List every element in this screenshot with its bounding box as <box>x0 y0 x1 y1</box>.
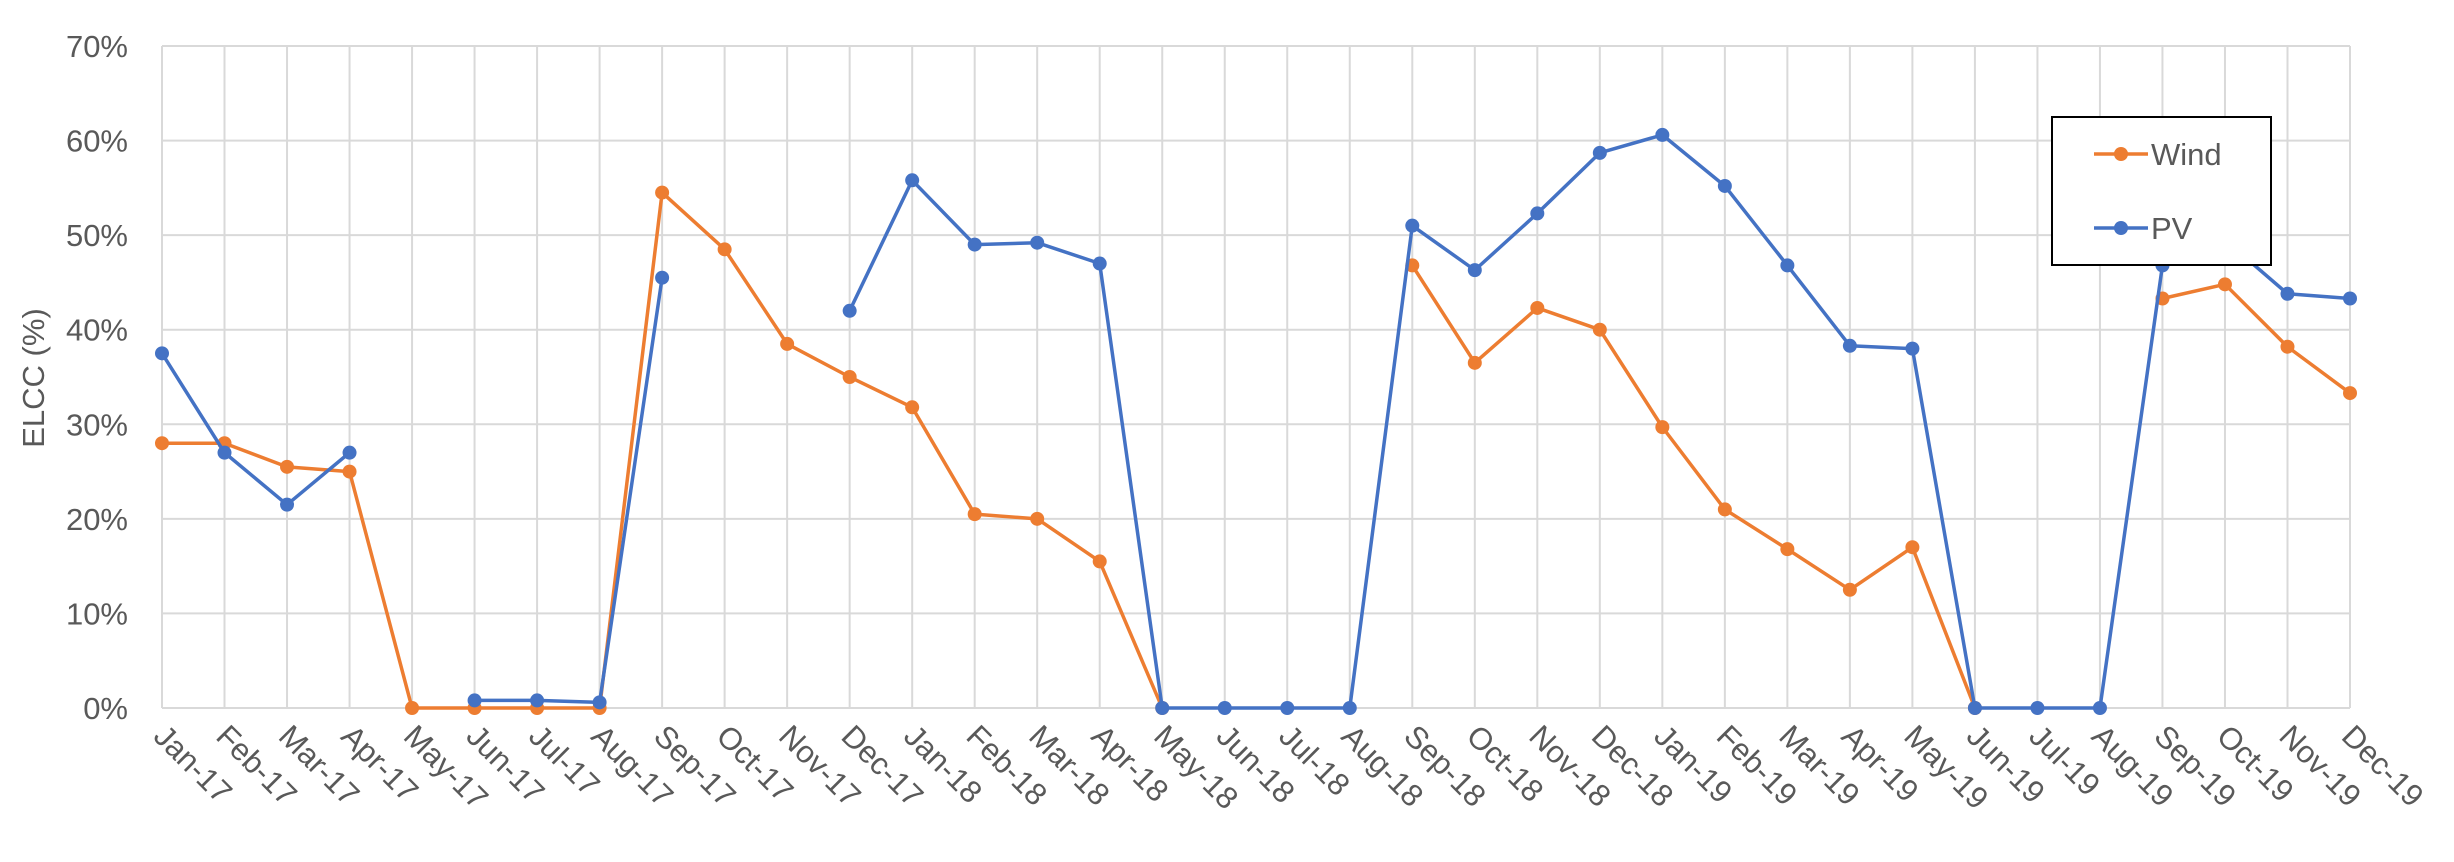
data-point-pv <box>1342 701 1357 715</box>
series-line-wind <box>2162 282 2352 395</box>
y-tick-label: 70% <box>66 29 128 64</box>
data-point-wind <box>842 370 857 384</box>
y-axis-tick-labels: 0% 10% 20% 30% 40% 50% 60% 70% <box>66 29 128 726</box>
y-tick-label: 0% <box>83 691 128 726</box>
data-point-pv <box>467 693 482 708</box>
data-point-pv <box>155 346 169 361</box>
data-point-pv <box>1592 145 1607 160</box>
data-point-pv <box>2030 701 2045 715</box>
x-axis-tick-labels: Jan-17Feb-17Mar-17Apr-17May-17Jun-17Jul-… <box>147 718 2430 816</box>
gridlines <box>161 45 2351 709</box>
data-point-wind <box>280 459 295 474</box>
data-point-pv <box>280 497 295 512</box>
data-point-pv <box>1030 235 1045 250</box>
data-point-wind <box>1655 420 1670 435</box>
data-point-pv <box>1780 258 1795 273</box>
data-point-pv <box>1655 127 1670 142</box>
data-point-wind <box>905 400 920 415</box>
data-point-wind <box>1030 511 1045 526</box>
data-point-wind <box>967 507 982 522</box>
y-tick-label: 20% <box>66 502 128 537</box>
data-point-pv <box>342 445 357 460</box>
data-point-pv <box>2092 701 2107 715</box>
data-point-wind <box>155 436 169 451</box>
legend: Wind PV <box>2051 116 2272 266</box>
y-axis-label: ELCC (%) <box>16 308 51 448</box>
legend-wind-marker <box>2114 147 2128 161</box>
data-point-pv <box>1405 218 1420 233</box>
data-point-wind <box>342 464 357 479</box>
data-point-pv <box>1530 206 1545 221</box>
data-point-wind <box>655 185 670 200</box>
data-point-pv <box>1155 701 1170 715</box>
data-point-pv <box>592 695 607 710</box>
data-point-pv <box>217 445 232 460</box>
data-point-wind <box>717 242 732 257</box>
data-point-pv <box>1967 701 1982 715</box>
legend-pv-label: PV <box>2151 211 2193 246</box>
y-tick-label: 40% <box>66 313 128 348</box>
data-point-pv <box>1467 263 1482 278</box>
data-point-pv <box>905 173 920 188</box>
series-line-pv <box>474 277 664 705</box>
data-point-pv <box>842 303 857 318</box>
data-point-wind <box>405 701 420 715</box>
data-point-wind <box>2343 386 2357 401</box>
data-point-pv <box>2343 291 2357 306</box>
y-tick-label: 10% <box>66 596 128 631</box>
data-point-wind <box>1592 322 1607 337</box>
series-line-pv <box>160 352 351 507</box>
data-point-pv <box>655 270 670 285</box>
data-point-wind <box>1092 554 1107 569</box>
y-tick-label: 50% <box>66 218 128 253</box>
series-line-wind <box>1410 264 1977 709</box>
y-tick-label: 30% <box>66 407 128 442</box>
data-point-pv <box>1717 178 1732 193</box>
data-point-wind <box>1905 540 1920 555</box>
legend-box <box>2051 116 2272 266</box>
y-tick-label: 60% <box>66 124 128 159</box>
data-point-pv <box>1280 701 1295 715</box>
series-lines <box>155 127 2357 715</box>
data-point-wind <box>1467 355 1482 370</box>
data-point-pv <box>1842 338 1857 353</box>
data-point-pv <box>1217 701 1232 715</box>
data-point-wind <box>2217 277 2232 292</box>
legend-wind-label: Wind <box>2151 137 2222 172</box>
data-point-pv <box>1905 341 1920 356</box>
legend-pv-marker <box>2114 221 2128 235</box>
data-point-wind <box>1717 502 1732 517</box>
data-point-wind <box>2280 339 2295 354</box>
data-point-pv <box>967 237 982 252</box>
data-point-pv <box>2280 286 2295 301</box>
data-point-wind <box>1530 300 1545 315</box>
data-point-wind <box>780 336 795 351</box>
data-point-wind <box>1780 542 1795 557</box>
data-point-wind <box>1842 582 1857 597</box>
data-point-pv <box>1092 256 1107 271</box>
data-point-pv <box>530 693 545 708</box>
